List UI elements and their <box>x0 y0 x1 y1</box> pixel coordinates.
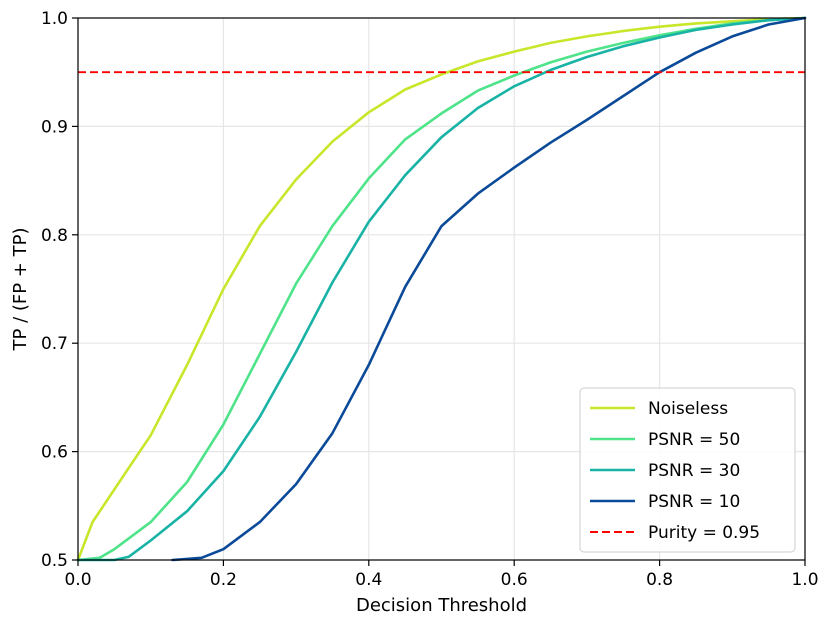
y-tick-label: 0.8 <box>41 226 68 246</box>
legend-label: PSNR = 10 <box>648 492 740 512</box>
legend: Noiseless PSNR = 50 PSNR = 30 PSNR = 10 Puri… <box>579 387 796 553</box>
y-axis-label: TP / (FP + TP) <box>10 228 31 352</box>
legend-box <box>579 387 796 553</box>
y-tick-label: 0.7 <box>41 334 68 354</box>
x-tick-label: 0.2 <box>210 570 237 590</box>
x-tick-label: 0.8 <box>646 570 673 590</box>
series-line-3 <box>171 16 807 562</box>
legend-label: PSNR = 30 <box>648 461 740 481</box>
series-line-0 <box>76 16 807 562</box>
x-axis-label: Decision Threshold <box>356 595 527 616</box>
series-lines <box>76 16 807 562</box>
legend-label: Purity = 0.95 <box>648 523 760 543</box>
x-tick-label: 0.6 <box>501 570 528 590</box>
series-line-2 <box>76 16 807 562</box>
y-tick-label: 0.9 <box>41 117 68 137</box>
legend-label: PSNR = 50 <box>648 430 740 450</box>
axis-ticks: 0.0 0.2 0.4 0.6 0.8 1.0 0.5 0.6 0.7 0.8 0.9 1.0 <box>41 9 819 590</box>
x-tick-label: 1.0 <box>791 570 818 590</box>
y-tick-label: 0.6 <box>41 443 68 463</box>
x-tick-label: 0.0 <box>64 570 91 590</box>
x-tick-label: 0.4 <box>355 570 382 590</box>
legend-label: Noiseless <box>648 399 728 419</box>
y-tick-label: 0.5 <box>41 551 68 571</box>
plot-frame <box>77 17 806 561</box>
series-line-1 <box>76 16 807 562</box>
y-tick-label: 1.0 <box>41 9 68 29</box>
